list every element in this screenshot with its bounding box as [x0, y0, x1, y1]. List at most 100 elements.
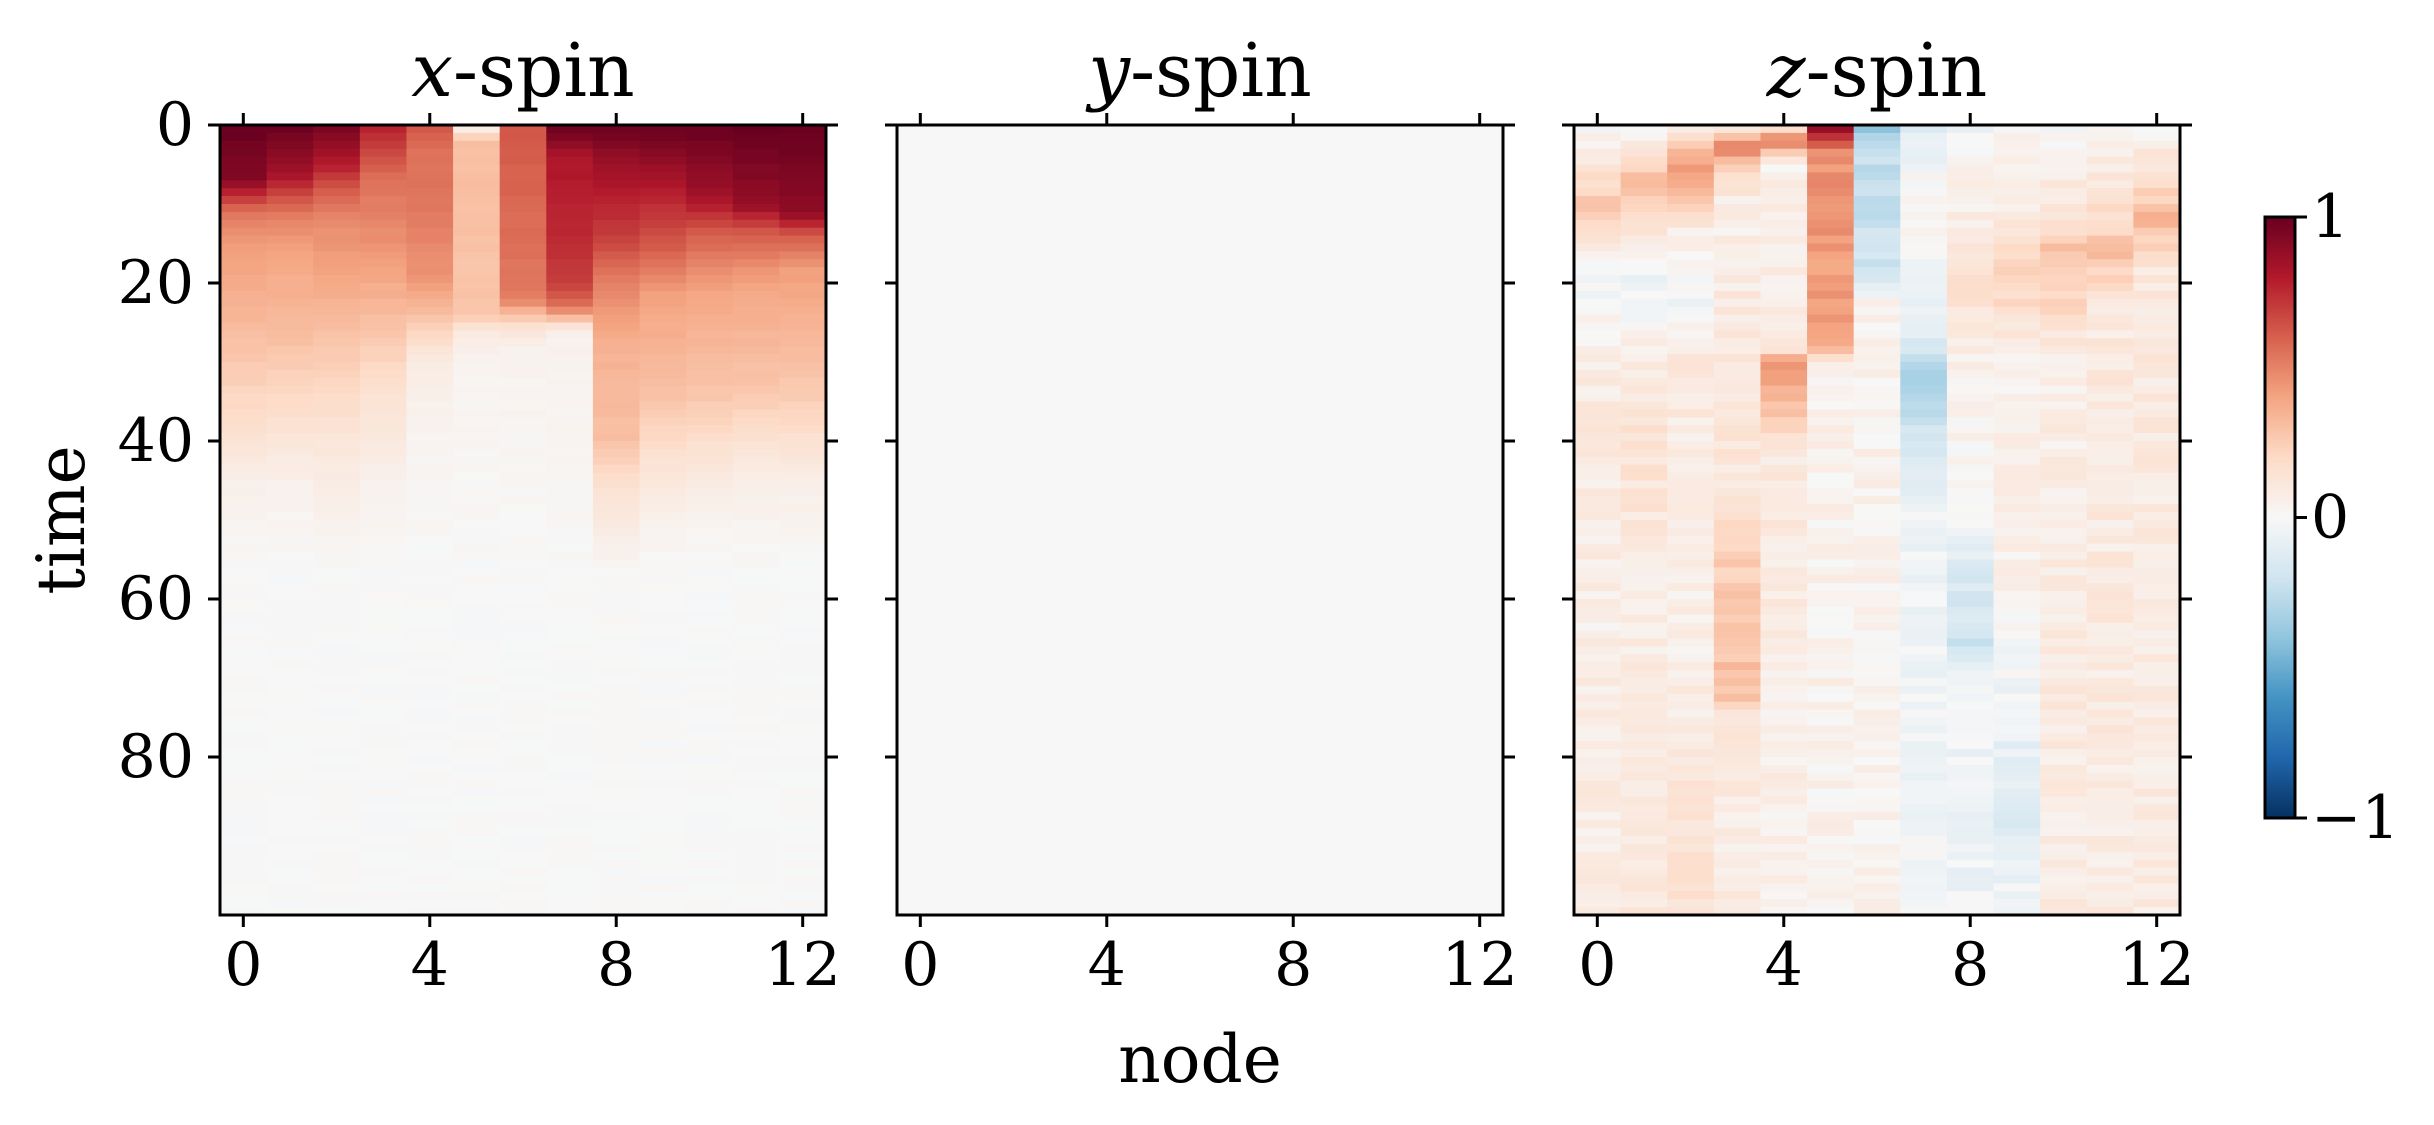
heatmap-cell	[1036, 354, 1085, 363]
heatmap-cell	[1620, 314, 1668, 324]
heatmap-cell	[1760, 883, 1808, 892]
heatmap-cell	[1900, 551, 1948, 561]
heatmap-cell	[1269, 417, 1318, 426]
heatmap-cell	[1083, 899, 1131, 908]
heatmap-cell	[1853, 820, 1901, 829]
heatmap-cell	[639, 851, 687, 861]
heatmap-cell	[943, 425, 991, 434]
heatmap-cell	[406, 409, 454, 418]
heatmap-cell	[546, 417, 594, 426]
heatmap-cell	[732, 685, 780, 695]
heatmap-cell	[313, 685, 361, 695]
heatmap-cell	[1993, 875, 2041, 884]
heatmap-cell	[220, 559, 268, 568]
heatmap-cell	[1083, 227, 1131, 237]
heatmap-cell	[639, 369, 687, 379]
heatmap-cell	[639, 188, 687, 197]
heatmap-cell	[990, 464, 1038, 474]
heatmap-cell	[313, 551, 361, 561]
heatmap-cell	[897, 662, 945, 671]
heatmap-cell	[897, 362, 945, 371]
heatmap-cell	[897, 907, 945, 916]
heatmap-cell	[1456, 259, 1504, 268]
heatmap-cell	[266, 306, 314, 316]
heatmap-cell	[686, 346, 734, 355]
heatmap-cell	[1853, 417, 1901, 426]
heatmap-cell	[1946, 148, 1995, 158]
heatmap-cell	[639, 527, 687, 537]
heatmap-cell	[220, 290, 268, 300]
heatmap-cell	[546, 306, 594, 316]
heatmap-cell	[1713, 369, 1762, 379]
heatmap-cell	[1223, 362, 1271, 371]
heatmap-cell	[990, 891, 1038, 900]
heatmap-cell	[266, 559, 314, 568]
heatmap-cell	[1083, 148, 1131, 158]
heatmap-cell	[1760, 172, 1808, 181]
heatmap-cell	[220, 836, 268, 845]
heatmap-cell	[499, 417, 547, 426]
heatmap-cell	[2133, 749, 2181, 758]
heatmap-cell	[1223, 630, 1271, 640]
heatmap-cell	[592, 219, 641, 229]
heatmap-cell	[1900, 622, 1948, 632]
heatmap-cell	[2133, 140, 2181, 150]
heatmap-cell	[1853, 314, 1901, 324]
heatmap-cell	[266, 599, 314, 608]
heatmap-cell	[1176, 164, 1224, 173]
heatmap-cell	[1456, 204, 1504, 213]
heatmap-cell	[897, 638, 945, 647]
heatmap-cell	[546, 764, 594, 774]
heatmap-cell	[220, 859, 268, 869]
heatmap-cell	[1130, 180, 1178, 189]
heatmap-cell	[1993, 219, 2041, 229]
heatmap-cell	[592, 433, 641, 442]
heatmap-cell	[220, 314, 268, 324]
heatmap-cell	[2086, 196, 2134, 205]
heatmap-cell	[1456, 385, 1504, 395]
heatmap-cell	[1409, 622, 1457, 632]
heatmap-cell	[779, 749, 827, 758]
heatmap-cell	[1807, 132, 1855, 142]
heatmap-cell	[220, 828, 268, 837]
heatmap-cell	[1574, 322, 1622, 331]
heatmap-cell	[592, 314, 641, 324]
heatmap-cell	[359, 883, 408, 892]
heatmap-cell	[406, 385, 454, 395]
heatmap-cell	[1574, 709, 1622, 719]
heatmap-cell	[779, 828, 827, 837]
heatmap-cell	[686, 306, 734, 316]
heatmap-cell	[1176, 804, 1224, 813]
heatmap-cell	[1807, 369, 1855, 379]
heatmap-cell	[2040, 583, 2088, 592]
heatmap-cell	[1036, 709, 1085, 719]
heatmap-cell	[1993, 227, 2041, 237]
y-tick-label: 0	[156, 90, 194, 160]
heatmap-cell	[1853, 235, 1901, 245]
heatmap-cell	[943, 417, 991, 426]
heatmap-cell	[406, 275, 454, 284]
heatmap-cell	[2086, 843, 2134, 853]
heatmap-cell	[1130, 843, 1178, 853]
heatmap-cell	[639, 867, 687, 877]
heatmap-cell	[1269, 251, 1318, 260]
heatmap-cell	[220, 788, 268, 798]
heatmap-cell	[732, 591, 780, 600]
heatmap-cell	[453, 433, 501, 442]
heatmap-cell	[1900, 322, 1948, 331]
heatmap-cell	[453, 409, 501, 418]
heatmap-cell	[1667, 227, 1715, 237]
heatmap-cell	[732, 614, 780, 624]
heatmap-cell	[1176, 464, 1224, 474]
heatmap-cell	[1853, 227, 1901, 237]
heatmap-cell	[592, 883, 641, 892]
heatmap-cell	[499, 283, 547, 292]
heatmap-cell	[359, 172, 408, 181]
heatmap-cell	[1316, 385, 1364, 395]
heatmap-cell	[592, 583, 641, 592]
heatmap-cell	[1316, 393, 1364, 403]
heatmap-cell	[1574, 425, 1622, 434]
heatmap-cell	[1269, 670, 1318, 679]
heatmap-cell	[2086, 788, 2134, 798]
heatmap-cell	[1130, 275, 1178, 284]
